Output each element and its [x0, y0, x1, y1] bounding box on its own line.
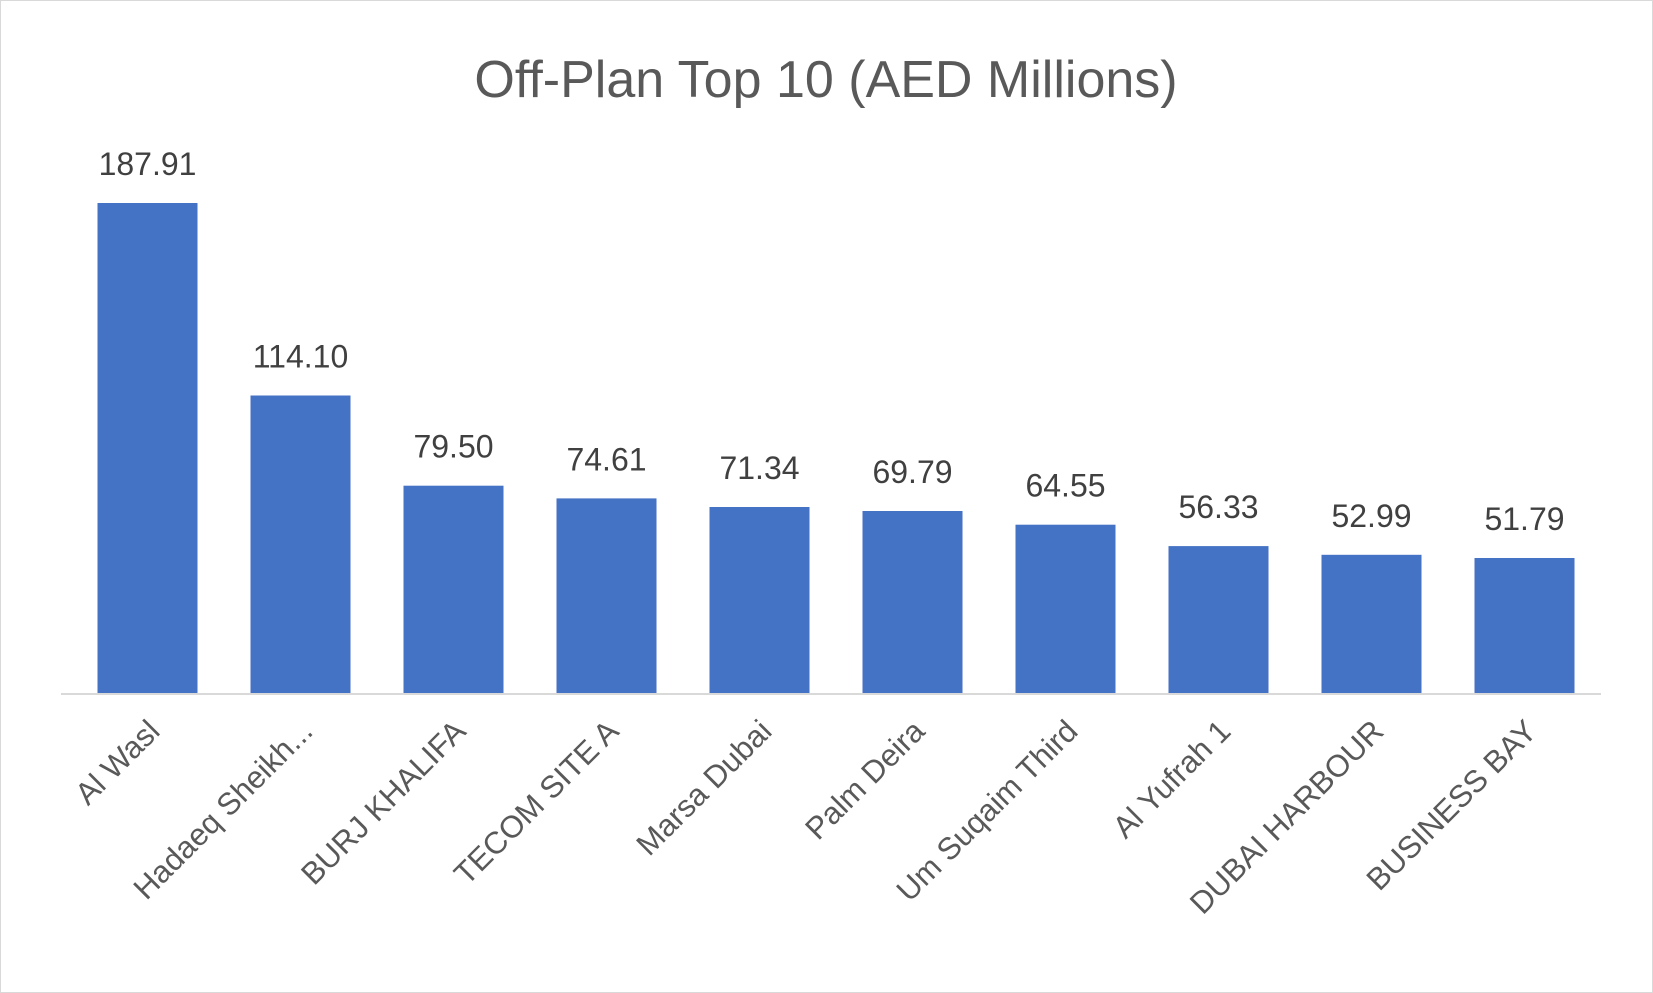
category-label-0: Al Wasl [68, 713, 166, 811]
data-label-2: 79.50 [413, 429, 493, 465]
data-label-3: 74.61 [566, 441, 646, 477]
data-label-6: 64.55 [1025, 468, 1105, 504]
bar-3 [556, 498, 657, 693]
chart-title: Off-Plan Top 10 (AED Millions) [474, 51, 1177, 109]
data-label-5: 69.79 [872, 454, 952, 490]
category-label-2: BURJ KHALIFA [294, 713, 472, 891]
data-labels-group: 187.91 114.10 79.50 74.61 71.34 69.79 64.55 56.… [99, 146, 1565, 537]
bar-1 [250, 395, 351, 693]
data-label-7: 56.33 [1178, 489, 1258, 525]
bar-6 [1015, 524, 1116, 693]
category-label-3: TECOM SITE A [447, 713, 625, 891]
bar-5 [862, 511, 963, 693]
bar-2 [403, 485, 504, 693]
bar-9 [1474, 558, 1575, 693]
data-label-0: 187.91 [99, 146, 197, 182]
data-label-1: 114.10 [253, 339, 349, 375]
category-label-5: Palm Deira [798, 713, 932, 847]
data-label-9: 51.79 [1484, 501, 1564, 537]
data-label-8: 52.99 [1331, 498, 1411, 534]
data-label-4: 71.34 [719, 450, 799, 486]
category-label-4: Marsa Dubai [629, 713, 778, 862]
bar-7 [1168, 546, 1269, 693]
bars-group [97, 203, 1575, 693]
bar-0 [97, 203, 198, 693]
bar-4 [709, 507, 810, 693]
category-label-7: Al Yufrah 1 [1106, 713, 1238, 845]
bar-8 [1321, 554, 1422, 693]
